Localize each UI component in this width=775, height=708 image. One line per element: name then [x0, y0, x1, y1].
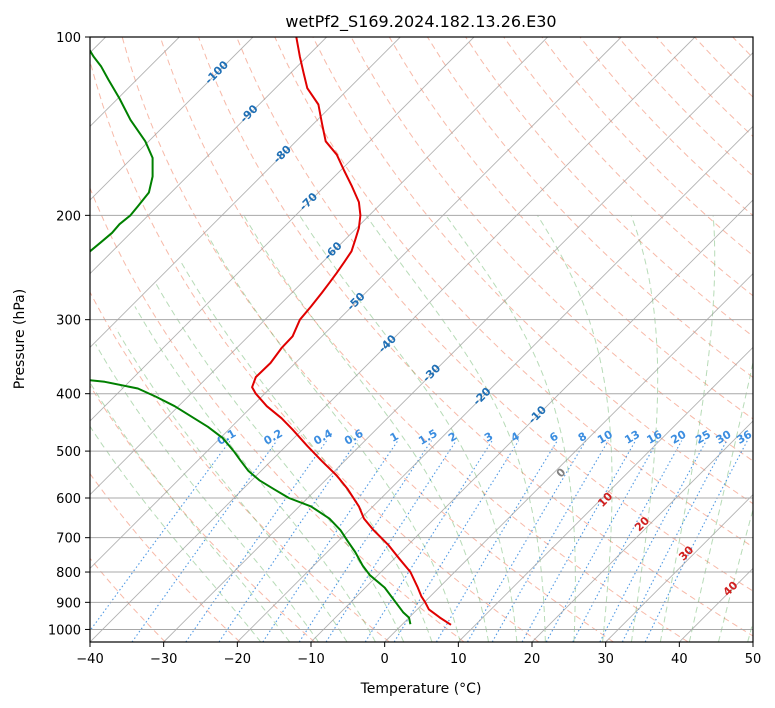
x-tick-label: −20: [224, 652, 251, 667]
isotherm-line: [90, 37, 696, 642]
x-tick-label: 20: [524, 652, 541, 667]
y-tick-label: 400: [56, 388, 81, 403]
dry-adiabat-line: [503, 37, 753, 297]
temperature-profile-line: [251, 37, 452, 626]
moist-adiabat-line: [243, 215, 489, 642]
mixing-ratio-line: [572, 440, 683, 642]
isotherm-line: [531, 420, 753, 642]
mixing-ratio-line: [644, 440, 748, 642]
x-tick-label: 10: [450, 652, 467, 667]
y-tick-label: 500: [56, 445, 81, 460]
mixing-ratio-label: 36: [734, 428, 754, 447]
y-tick-label: 800: [56, 566, 81, 581]
isotherm-line: [90, 37, 401, 348]
x-tick-label: 40: [671, 652, 688, 667]
y-axis-ticks: 1000 900 800 700 600 500 400 300 200 100: [48, 31, 90, 638]
isotherm-line: [384, 273, 753, 642]
y-tick-label: 600: [56, 492, 81, 507]
mixing-ratio-line: [364, 440, 493, 642]
dry-adiabat-line: [121, 37, 614, 642]
pressure-gridlines: [90, 37, 753, 630]
x-axis-ticks: −40 −30 −20 −10 0 10 20 30 40 50: [76, 642, 761, 667]
dry-adiabat-line: [312, 37, 753, 505]
isotherm-line: [163, 52, 753, 642]
profile-series: [90, 37, 452, 626]
moist-adiabat-line: [659, 215, 716, 642]
mixing-ratio-line: [90, 440, 231, 632]
dry-adiabat-line: [90, 186, 465, 642]
moist-adiabat-line: [536, 215, 613, 642]
dry-adiabat-line: [90, 472, 241, 642]
moist-adiabat-line: [365, 215, 546, 642]
y-tick-label: 200: [56, 209, 81, 224]
y-tick-label: 900: [56, 596, 81, 611]
moist-adiabat-line: [180, 262, 433, 642]
mixing-ratio-line: [521, 440, 637, 642]
mixing-ratio-line: [467, 440, 587, 642]
moist-adiabat-line: [445, 215, 576, 642]
isotherms: [90, 37, 753, 642]
dry-adiabat-line: [90, 384, 316, 642]
mixing-ratio-line: [298, 440, 432, 642]
dry-adiabat-line: [388, 37, 753, 420]
x-tick-label: 0: [381, 652, 389, 667]
dry-adiabat-line: [236, 37, 753, 592]
x-tick-label: 50: [745, 652, 762, 667]
y-tick-label: 100: [56, 31, 81, 46]
isotherm-line: [237, 125, 753, 642]
plot-frame: [89, 36, 754, 643]
dry-adiabat-line: [90, 291, 390, 642]
x-tick-label: −30: [150, 652, 177, 667]
dry-adiabat-line: [159, 37, 689, 642]
dry-adiabat-line: [465, 37, 753, 338]
moist-adiabat-line: [630, 215, 659, 642]
dry-adiabat-line: [90, 59, 540, 642]
isotherm-line: [90, 37, 475, 422]
dry-adiabat-line: [274, 37, 753, 548]
mixing-ratio-line: [325, 440, 457, 642]
mixing-ratio-line: [185, 440, 328, 642]
moist-adiabat-line: [134, 306, 376, 642]
moist-adiabat-line: [206, 233, 461, 642]
dry-adiabat-line: [426, 37, 753, 378]
moist-adiabat-line: [90, 381, 291, 642]
mixing-ratio-line: [545, 440, 659, 642]
dewpoint-profile-line: [90, 48, 412, 625]
dry-adiabat-line: [350, 37, 753, 462]
isotherm-line: [458, 346, 753, 642]
x-axis-label: Temperature (°C): [360, 681, 482, 697]
isotherm-line: [605, 494, 753, 642]
isotherm-line: [90, 37, 622, 569]
isotherm-line: [90, 37, 327, 275]
moist-adiabat-line: [90, 425, 262, 642]
mixing-ratio-line: [131, 440, 278, 642]
mixing-ratio-line: [491, 440, 609, 642]
moist-adiabats: [90, 215, 753, 642]
moist-adiabat-line: [155, 282, 405, 642]
x-tick-label: −40: [76, 652, 103, 667]
y-tick-label: 700: [56, 532, 81, 547]
mixing-ratio-line: [435, 440, 558, 642]
x-tick-label: 30: [597, 652, 614, 667]
y-tick-label: 1000: [48, 623, 81, 638]
isotherm-line: [90, 37, 254, 201]
mixing-ratio-line: [262, 440, 399, 642]
y-axis-label: Pressure (hPa): [12, 289, 28, 389]
chart-title: wetPf2_S169.2024.182.13.26.E30: [285, 12, 556, 32]
mixing-ratio-lines: [90, 440, 748, 642]
y-tick-label: 300: [56, 314, 81, 329]
isotherm-line: [90, 37, 548, 496]
x-tick-label: −10: [297, 652, 324, 667]
isotherm-line: [310, 199, 753, 642]
